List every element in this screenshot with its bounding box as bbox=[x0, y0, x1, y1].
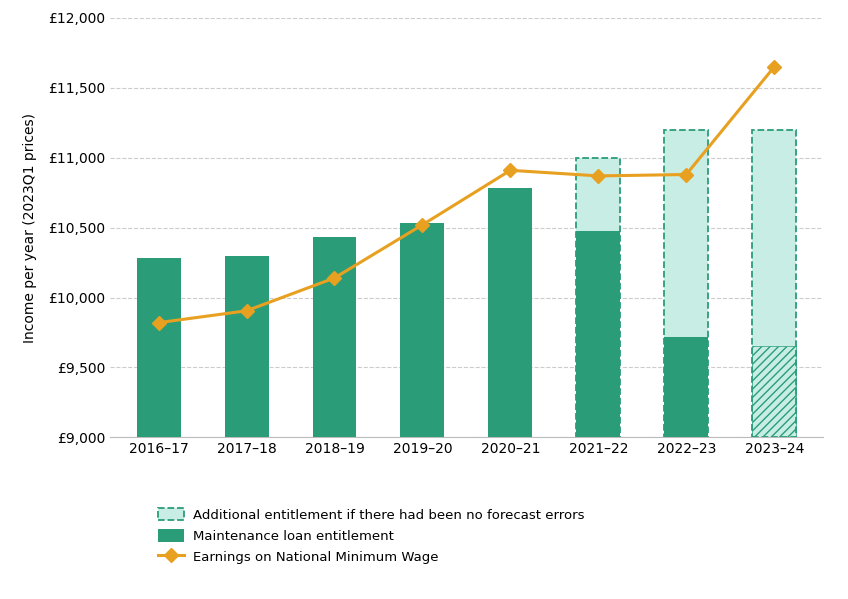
Bar bbox=[664, 130, 708, 437]
Bar bbox=[577, 158, 620, 437]
Bar bbox=[225, 256, 269, 437]
Y-axis label: Income per year (2023Q1 prices): Income per year (2023Q1 prices) bbox=[23, 113, 37, 343]
Bar bbox=[752, 130, 796, 437]
Bar bbox=[664, 337, 708, 437]
Bar bbox=[137, 258, 181, 437]
Bar bbox=[577, 231, 620, 437]
Bar bbox=[313, 237, 356, 437]
Bar bbox=[752, 130, 796, 437]
Bar bbox=[400, 223, 444, 437]
Bar bbox=[752, 346, 796, 437]
Legend: Additional entitlement if there had been no forecast errors, Maintenance loan en: Additional entitlement if there had been… bbox=[153, 503, 590, 569]
Bar bbox=[664, 130, 708, 437]
Bar bbox=[577, 158, 620, 437]
Bar bbox=[488, 189, 533, 437]
